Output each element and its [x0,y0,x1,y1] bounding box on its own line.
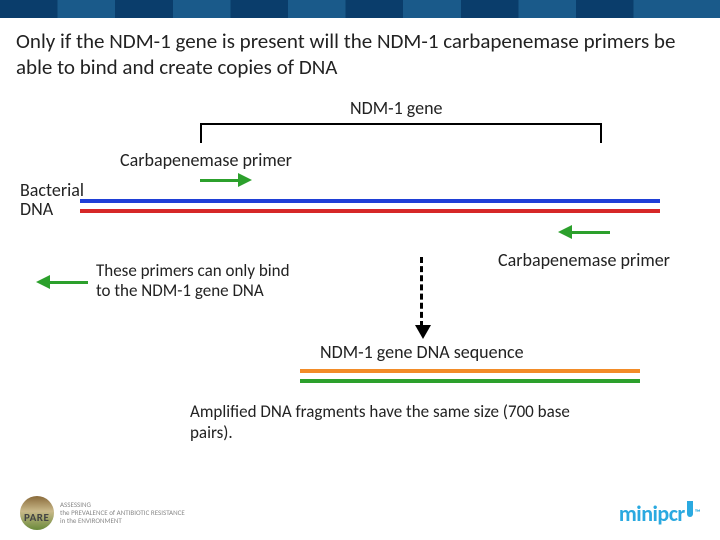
tube-icon [687,501,693,517]
gene-bracket [200,123,602,133]
minipcr-text: minipcr [619,500,685,527]
primer-right-label: Carbapenemase primer [498,249,670,271]
slide-title: Only if the NDM-1 gene is present will t… [0,18,720,89]
amplification-arrow [420,257,423,327]
trademark-icon: ™ [695,508,700,518]
minipcr-logo: minipcr ™ [619,500,700,527]
gene-bracket-label: NDM-1 gene [350,97,442,119]
primer-top-label: Carbapenemase primer [120,149,292,171]
pare-badge: ASSESSING the PREVALENCE of ANTIBIOTIC R… [20,496,185,530]
amplified-caption: Amplified DNA fragments have the same si… [190,401,610,444]
pare-tagline: ASSESSING the PREVALENCE of ANTIBIOTIC R… [60,501,185,524]
pare-name: PARE [24,512,49,524]
primer-top-arrow [200,179,240,182]
top-banner [0,0,720,18]
primer-note: These primers can only bind to the NDM-1… [96,261,296,302]
diagram-area: NDM-1 gene Carbapenemase primer Bacteria… [0,89,720,459]
amplified-green-strand [300,379,640,383]
dna-blue-strand [80,199,660,203]
primer-right-arrow [570,231,610,234]
amplified-seq-label: NDM-1 gene DNA sequence [320,341,524,363]
pare-tag3: in the ENVIRONMENT [60,516,122,525]
amplified-orange-strand [300,369,640,373]
footer: ASSESSING the PREVALENCE of ANTIBIOTIC R… [0,492,720,540]
note-arrow [48,281,88,284]
dna-red-strand [80,209,660,213]
